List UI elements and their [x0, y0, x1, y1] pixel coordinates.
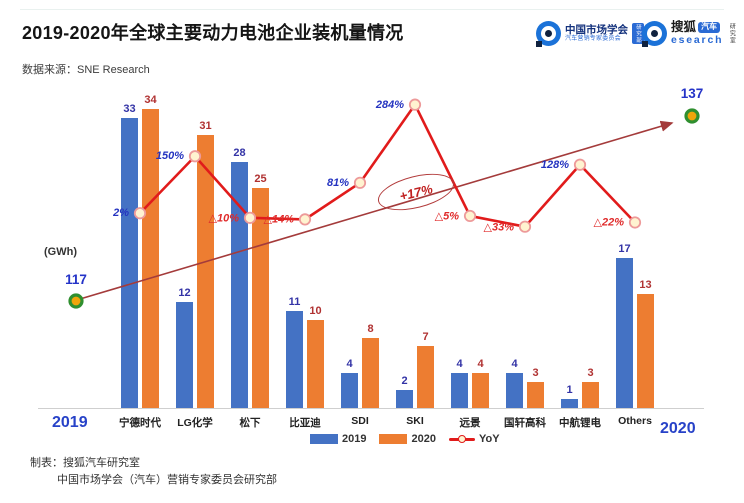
legend-item-yoy: YoY	[448, 433, 500, 445]
footer-note-2: 中国市场学会（汽车）营销专家委员会研究部	[57, 474, 277, 486]
yoy-label: 284%	[375, 98, 404, 111]
category-label: Others	[618, 415, 652, 427]
bar-2020	[417, 346, 434, 408]
bar-2020	[527, 381, 544, 408]
bar-value-2020: 10	[309, 305, 322, 317]
bar-value-2019: 11	[288, 296, 301, 309]
category-label: 远景	[459, 417, 481, 429]
axis-year-start-label: 2019	[52, 414, 88, 431]
legend-label: 2019	[342, 433, 367, 445]
bar-2019	[176, 302, 193, 408]
yoy-label: △5%	[434, 210, 459, 223]
legend-yoy-icon	[448, 434, 475, 444]
category-label: LG化学	[177, 417, 213, 429]
bar-2020	[582, 381, 599, 408]
yoy-label: △14%	[263, 213, 294, 226]
legend-item-2019: 2019	[310, 433, 366, 445]
bar-2019	[561, 399, 578, 408]
legend-swatch-2020	[379, 434, 408, 444]
category-label: 中航锂电	[559, 417, 601, 429]
legend-item-2020: 2020	[379, 433, 436, 445]
bar-2020	[362, 337, 379, 408]
yoy-label: 150%	[155, 150, 184, 163]
bar-2019	[451, 372, 468, 408]
category-label: 宁德时代	[119, 417, 161, 429]
bar-value-2019: 33	[123, 102, 136, 115]
sohu-research-label: esearch	[671, 33, 724, 46]
category-label: 松下	[239, 417, 261, 429]
cms-logo-name: 中国市场学会	[565, 24, 628, 37]
legend-label: YoY	[478, 433, 500, 445]
bar-value-2020: 8	[367, 322, 374, 335]
yoy-label: △22%	[593, 216, 624, 229]
legend-yoy-marker	[457, 435, 466, 443]
legend-label: 2020	[411, 433, 436, 445]
chart-legend: 2019 2020 YoY	[310, 433, 500, 445]
cms-logo-tail	[536, 41, 542, 47]
sohu-auto-badge: 汽车	[698, 22, 721, 34]
cms-logo-subtitle: 汽车营销专家委员会	[565, 36, 621, 43]
category-label: 国轩高科	[504, 417, 546, 429]
bar-2019	[341, 372, 358, 408]
sohu-logo-name: 搜狐	[671, 20, 697, 34]
bar-value-2020: 3	[587, 366, 594, 379]
bar-2020	[472, 372, 489, 408]
bar-2019	[506, 372, 523, 408]
bar-value-2020: 7	[422, 331, 429, 344]
yoy-label: 128%	[540, 158, 569, 171]
unit-label: (GWh)	[44, 246, 77, 258]
bar-2020	[307, 320, 324, 408]
bar-value-2019: 2	[401, 375, 408, 388]
data-source-label: 数据来源：SNE Research	[22, 64, 150, 76]
bar-value-2019: 4	[346, 357, 353, 370]
bar-value-2019: 1	[566, 384, 573, 397]
yoy-label: 81%	[326, 176, 349, 189]
top-divider	[20, 9, 724, 10]
legend-swatch-2019	[310, 434, 338, 444]
total-2020-value: 137	[680, 86, 704, 101]
x-axis-line	[38, 408, 704, 409]
cms-logo-badge: 研究部	[632, 23, 644, 44]
yoy-label: △33%	[483, 221, 514, 234]
bar-value-2020: 3	[532, 366, 539, 379]
sohu-logo-icon	[642, 21, 667, 48]
category-label: SDI	[351, 415, 369, 427]
bar-value-2019: 4	[456, 357, 463, 370]
bar-2019	[396, 390, 413, 408]
cms-logo-icon	[536, 21, 561, 47]
yoy-label: △10%	[208, 212, 239, 225]
total-2019-value: 117	[65, 272, 87, 287]
axis-year-end-label: 2020	[660, 420, 696, 437]
bar-value-2019: 4	[511, 357, 518, 370]
bar-value-2020: 4	[477, 357, 484, 370]
sohu-side-label: 研究室	[728, 23, 735, 45]
footer-note-1: 制表：搜狐汽车研究室	[30, 457, 140, 469]
page-title: 2019-2020年全球主要动力电池企业装机量情况	[22, 23, 404, 43]
category-label: SKI	[406, 415, 424, 427]
bar-2019	[286, 311, 303, 408]
yoy-label: 2%	[113, 207, 129, 220]
bar-2020	[637, 293, 654, 408]
china-market-society-logo: 中国市场学会 汽车营销专家委员会 研究部	[536, 21, 644, 47]
category-label: 比亚迪	[289, 417, 321, 429]
sohu-auto-research-logo: 搜狐 汽车 esearch 研究室	[642, 20, 736, 48]
sohu-logo-tail	[642, 41, 648, 48]
